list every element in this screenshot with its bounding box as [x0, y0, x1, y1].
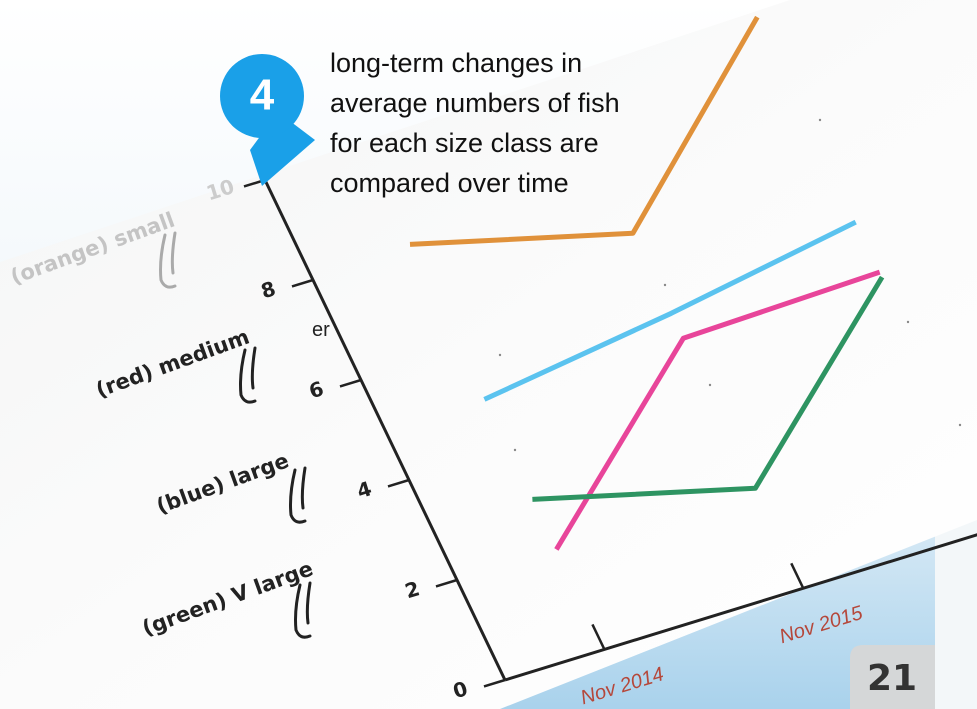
legend-icon: [294, 581, 312, 639]
series-line: [554, 269, 881, 551]
y-tick: [387, 478, 410, 488]
paper-dot: [708, 383, 712, 387]
y-tick-label: 6: [306, 376, 326, 403]
x-tick: [790, 562, 805, 589]
callout-line: long-term changes in: [330, 48, 582, 78]
callout: 4 long-term changes in average numbers o…: [220, 48, 620, 198]
y-axis: [263, 179, 507, 681]
callout-line: compared over time: [330, 168, 569, 198]
paper-dot: [958, 423, 962, 427]
paper-dot: [498, 353, 502, 357]
x-tick: [591, 623, 606, 650]
text-fragment: er: [312, 319, 330, 341]
page-number-box: [850, 645, 935, 709]
y-tick: [435, 578, 458, 588]
callout-number: 4: [250, 71, 275, 120]
paper-dot: [906, 320, 910, 324]
y-tick: [339, 378, 362, 388]
y-tick: [291, 278, 314, 288]
callout-badge: [220, 54, 304, 138]
callout-line: average numbers of fish: [330, 88, 620, 118]
series-line: [532, 275, 885, 502]
legend-icon: [289, 466, 307, 524]
series-line: [483, 219, 857, 402]
x-axis: [504, 533, 977, 682]
y-tick-label: 4: [354, 476, 374, 503]
callout-line: for each size class are: [330, 128, 599, 158]
page-number: 21: [867, 658, 917, 699]
y-tick-label: 2: [402, 576, 422, 603]
legend-icon: [159, 231, 177, 289]
paper-dot: [663, 283, 667, 287]
y-tick-label: 8: [258, 276, 278, 303]
y-tick: [483, 678, 506, 688]
paper-dot: [818, 118, 822, 122]
series-line: [409, 15, 760, 247]
legend-icon: [239, 346, 257, 404]
paper-dot: [513, 448, 517, 452]
y-tick-label: 0: [450, 676, 470, 703]
